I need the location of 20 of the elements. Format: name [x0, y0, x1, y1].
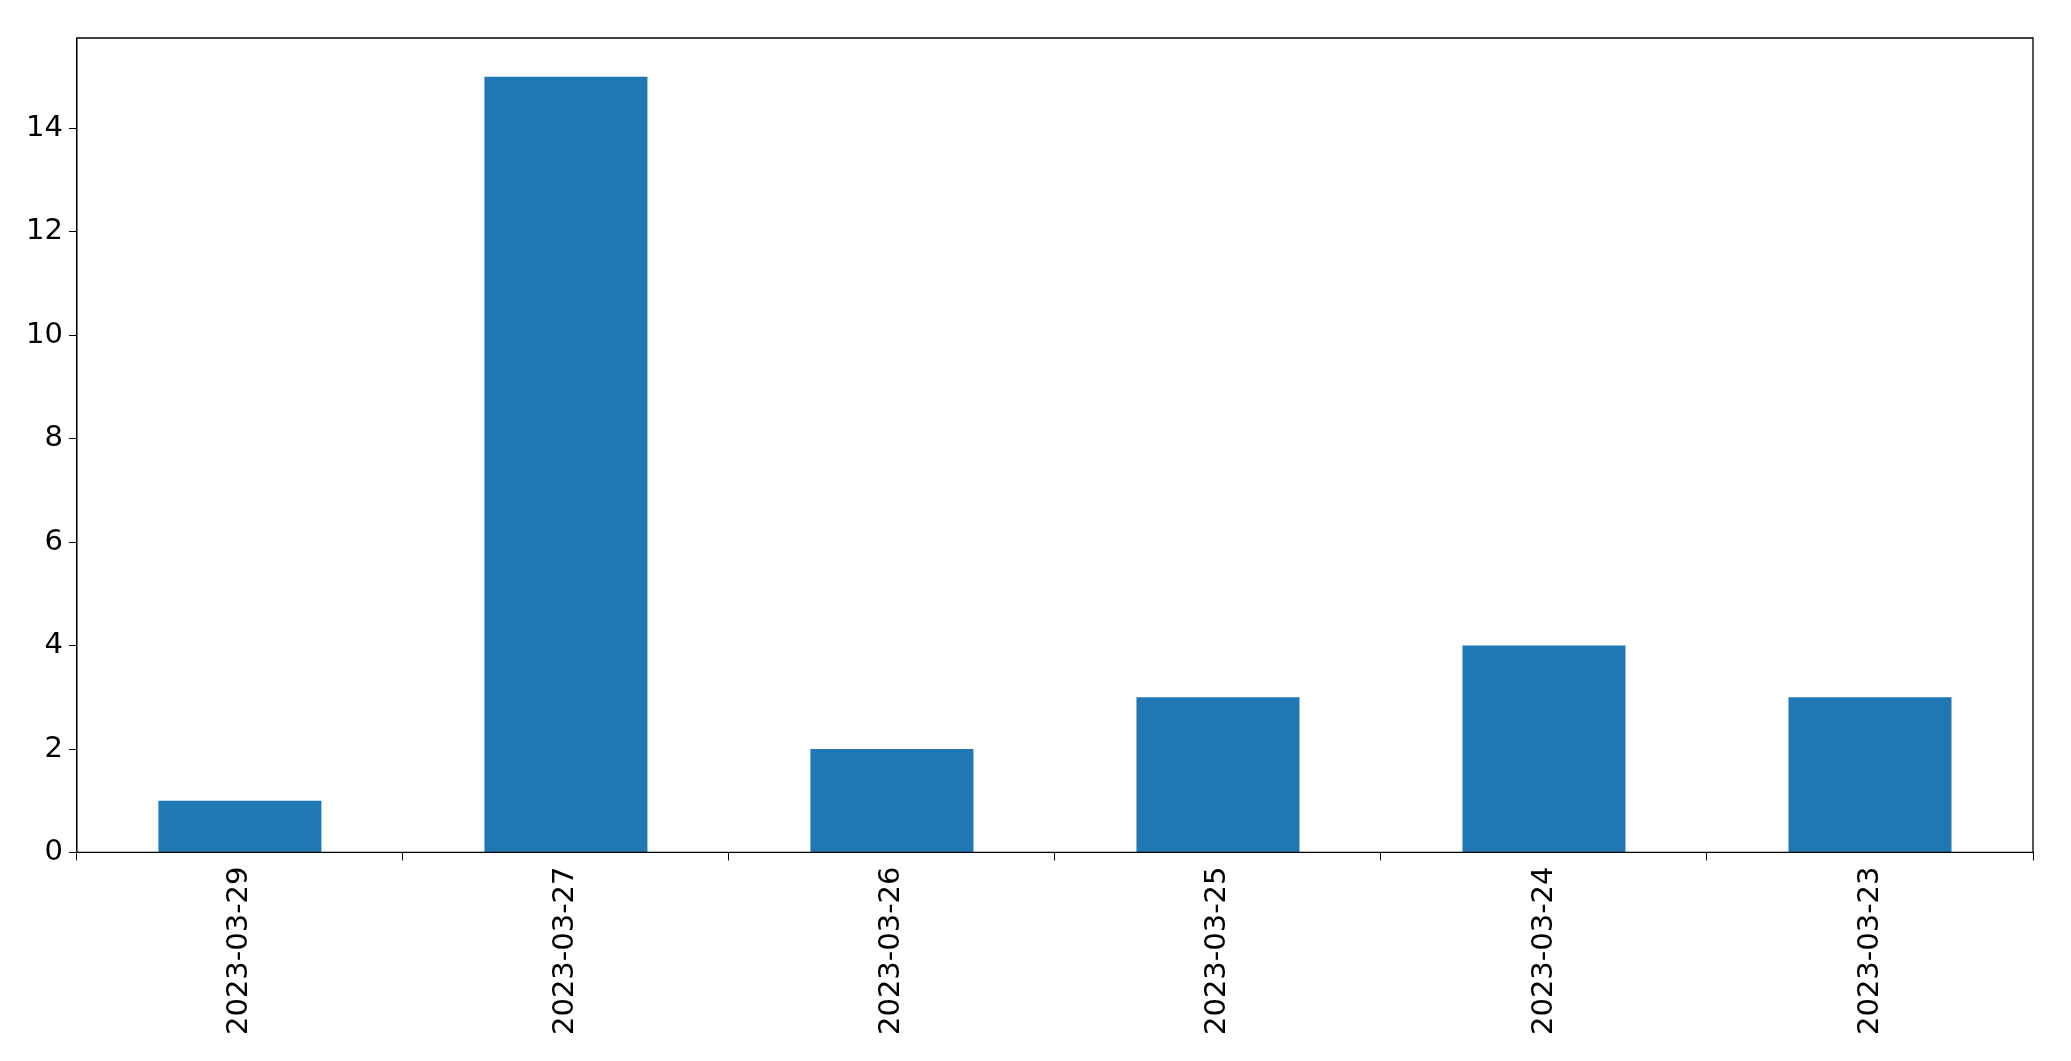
- bar: [1136, 697, 1300, 852]
- x-tick-label: 2023-03-27: [546, 866, 581, 1036]
- bar: [484, 76, 648, 852]
- bar: [810, 749, 974, 852]
- y-tick-label: 4: [44, 626, 63, 661]
- y-tick-label: 14: [26, 109, 63, 144]
- y-tick-label: 8: [44, 419, 63, 454]
- x-tick-label: 2023-03-29: [220, 866, 255, 1036]
- x-tick-label: 2023-03-26: [872, 866, 907, 1036]
- y-tick-label: 10: [26, 315, 63, 350]
- y-tick-label: 2: [44, 729, 63, 764]
- bar: [1788, 697, 1952, 852]
- bar: [158, 800, 322, 852]
- x-tick-label: 2023-03-25: [1198, 866, 1233, 1036]
- bar: [1462, 645, 1626, 852]
- y-tick-label: 0: [44, 833, 63, 867]
- x-tick-label: 2023-03-24: [1524, 866, 1559, 1036]
- x-tick-label: 2023-03-23: [1850, 866, 1885, 1036]
- y-tick-label: 6: [44, 522, 63, 557]
- y-tick-label: 12: [26, 212, 63, 247]
